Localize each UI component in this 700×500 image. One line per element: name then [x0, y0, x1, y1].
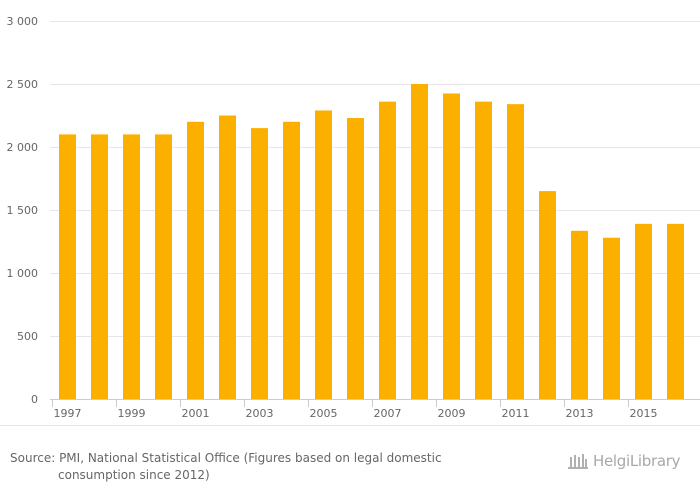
gridlines [50, 21, 700, 337]
x-tick-label: 1997 [54, 407, 82, 420]
bar-2004[interactable] [283, 121, 300, 400]
bar-2010[interactable] [475, 101, 492, 399]
bar-2008[interactable] [411, 84, 428, 399]
x-tick-label: 2015 [630, 407, 658, 420]
bar-2000[interactable] [155, 134, 172, 399]
y-tick-label: 2 000 [7, 141, 39, 154]
x-axis [50, 399, 700, 407]
bar-2014[interactable] [603, 237, 620, 399]
y-tick-label: 1 500 [7, 204, 39, 217]
bar-1998[interactable] [91, 134, 108, 399]
x-tick-label: 2013 [566, 407, 594, 420]
x-tick-label: 2011 [502, 407, 530, 420]
bar-2009[interactable] [443, 93, 460, 399]
x-tick-label: 2005 [310, 407, 338, 420]
brand-logo[interactable]: HelgiLibrary [567, 450, 681, 472]
bar-2002[interactable] [219, 115, 236, 400]
y-tick-label: 0 [31, 393, 38, 406]
x-axis-labels: 1997 1999 2001 2003 2005 2007 2009 2011 2013 2015 [54, 407, 658, 420]
x-tick-label: 2003 [246, 407, 274, 420]
source-note: Source: PMI, National Statistical Office… [10, 450, 530, 484]
bar-chart: 0 500 1 000 1 500 2 000 2 500 3 000 1997 1999 20… [7, 15, 700, 420]
y-axis-labels: 0 500 1 000 1 500 2 000 2 500 3 000 [7, 15, 39, 406]
y-tick-label: 3 000 [7, 15, 39, 28]
source-line-2: consumption since 2012) [58, 468, 210, 482]
x-tick-label: 2001 [182, 407, 210, 420]
source-line-1: Source: PMI, National Statistical Office… [10, 451, 442, 465]
x-tick-label: 2007 [374, 407, 402, 420]
bar-1997[interactable] [59, 134, 76, 399]
bar-1999[interactable] [123, 134, 140, 399]
bar-2007[interactable] [379, 101, 396, 399]
y-tick-label: 2 500 [7, 78, 39, 91]
y-tick-label: 500 [17, 330, 38, 343]
x-tick-label: 2009 [438, 407, 466, 420]
bar-2006[interactable] [347, 118, 364, 400]
y-tick-label: 1 000 [7, 267, 39, 280]
footer-divider [0, 425, 700, 426]
bar-2012[interactable] [539, 191, 556, 399]
x-tick-label: 1999 [118, 407, 146, 420]
bar-2015[interactable] [635, 223, 652, 399]
bar-2003[interactable] [251, 128, 268, 399]
bar-2005[interactable] [315, 110, 332, 400]
helgi-library-logo-icon [568, 454, 588, 469]
bar-2013[interactable] [571, 230, 588, 399]
bar-2011[interactable] [507, 104, 524, 399]
brand-name: HelgiLibrary [593, 452, 681, 470]
bar-2016[interactable] [667, 223, 684, 399]
bar-2001[interactable] [187, 121, 204, 400]
bars [59, 84, 684, 400]
